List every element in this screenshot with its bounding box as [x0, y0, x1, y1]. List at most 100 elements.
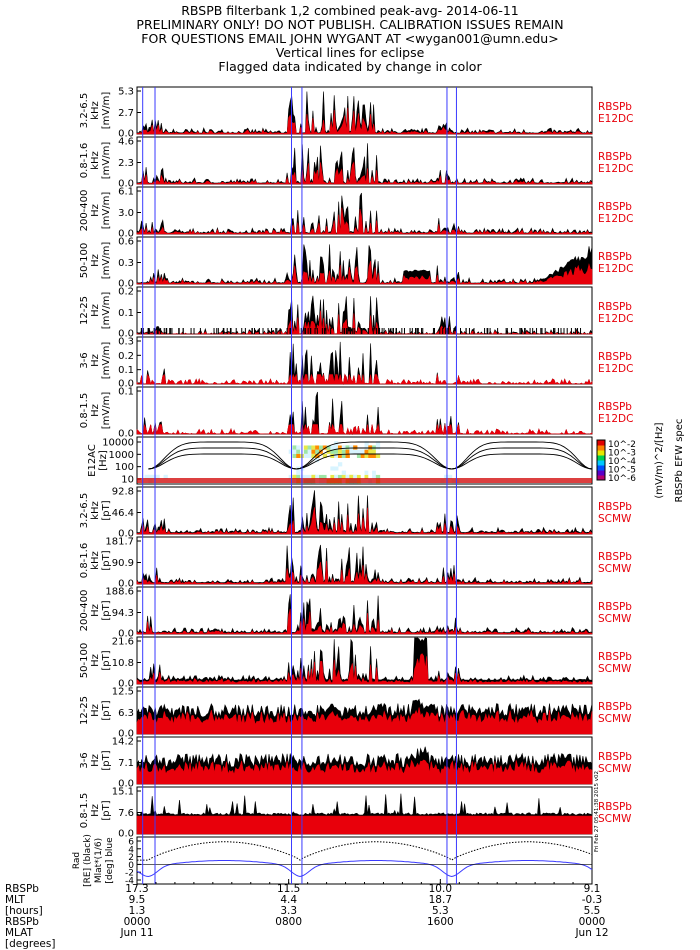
y-tick-label: 0.0: [118, 679, 134, 690]
spec-cell: [360, 453, 365, 458]
spec-cell: [292, 453, 297, 458]
spec-cell: [296, 445, 301, 450]
orbit-row-label: MLT: [5, 894, 25, 906]
instrument-label: SCMW: [598, 713, 632, 725]
instrument-label: SCMW: [598, 613, 632, 625]
spec-cell: [319, 470, 324, 475]
spec-cell: [440, 474, 445, 479]
y-axis-label: 0.8-1.5: [79, 793, 90, 828]
spec-cell: [368, 453, 373, 458]
cyclotron-curve: [148, 447, 297, 470]
instrument-label: RBSPb EFW spec: [674, 419, 685, 503]
spec-cell: [296, 453, 301, 458]
spec-cell: [319, 445, 324, 450]
y-axis-label: Hz: [90, 654, 101, 667]
y-axis-label: kHz: [90, 151, 101, 170]
y-axis-label: [mV/m]: [101, 192, 112, 230]
series-peak: [136, 295, 593, 335]
panel-frame: [136, 336, 593, 385]
spec-cell: [356, 449, 362, 454]
y-tick-label: 0.0: [118, 229, 134, 240]
spec-cell: [375, 466, 381, 471]
y-axis-label: 0.8-1.6: [79, 143, 90, 178]
y-axis-label: [mV/m]: [101, 342, 112, 380]
spec-cell: [345, 474, 350, 479]
spec-cell: [288, 470, 293, 475]
y-axis-label: [mV/m]: [101, 142, 112, 180]
y-tick-label: 0.3: [118, 337, 134, 348]
spec-cell: [349, 474, 354, 479]
spec-cell: [375, 441, 381, 446]
spec-cell: [307, 470, 312, 475]
instrument-label: E12DC: [598, 213, 633, 225]
colorbar-segment: [597, 470, 605, 476]
mlat-curve: [136, 860, 593, 878]
orbit-value: -0.3: [582, 894, 603, 906]
y-tick-label: 4: [128, 845, 134, 855]
instrument-label: RBSPb: [598, 201, 632, 213]
series-peak: [136, 91, 593, 135]
spec-cell: [322, 474, 328, 479]
orbit-value: 9.1: [584, 883, 601, 895]
cyclotron-curve: [148, 453, 297, 470]
spec-cell: [444, 474, 449, 479]
spec-cell: [326, 466, 331, 471]
y-tick-label: 7.1: [118, 758, 134, 769]
spec-cell: [455, 474, 460, 479]
instrument-label: RBSPb: [598, 601, 632, 613]
spec-cell: [159, 474, 165, 479]
spec-cell: [307, 474, 312, 479]
spec-cell: [345, 449, 350, 454]
spec-cell: [337, 449, 343, 454]
orbit-value: 10.0: [429, 883, 452, 895]
title-line-2: PRELIMINARY ONLY! DO NOT PUBLISH. CALIBR…: [136, 17, 564, 32]
y-axis-label: Mlat*(1/6): [94, 838, 104, 883]
series-avg: [136, 260, 593, 285]
panel-15: [136, 836, 593, 885]
y-axis-label: 12-25: [79, 296, 90, 325]
spec-cell: [349, 449, 354, 454]
y-tick-label: 15.1: [112, 787, 134, 798]
spec-cell: [356, 441, 362, 446]
colorbar-segment: [597, 440, 605, 446]
y-tick-label: 7.6: [118, 808, 134, 819]
spec-cell: [375, 453, 381, 458]
y-axis-label: Hz: [90, 604, 101, 617]
y-tick-label: 90.9: [112, 558, 134, 569]
series-avg: [136, 653, 593, 685]
panel-3: [136, 236, 593, 285]
spec-cell: [322, 470, 328, 475]
spec-cell: [311, 462, 316, 467]
panel-1: [136, 136, 593, 185]
spec-cell: [296, 458, 301, 463]
y-tick-label: 0.1: [118, 365, 134, 376]
instrument-label: RBSPb: [598, 251, 632, 263]
spec-cell: [372, 466, 377, 471]
panel-frame: [136, 236, 593, 285]
spec-cell: [315, 474, 320, 479]
spec-cell: [315, 445, 320, 450]
y-axis-label: 3-6: [79, 352, 90, 368]
spec-cell: [315, 449, 320, 454]
y-axis-label: 3-6: [79, 752, 90, 768]
spec-cell: [447, 474, 453, 479]
orbit-row-label: RBSPb: [5, 916, 39, 928]
y-tick-label: 0.0: [118, 529, 134, 540]
spec-cell: [341, 470, 347, 475]
y-axis-label: 3.2-6.5: [79, 493, 90, 528]
y-axis-label: 0.8-1.6: [79, 543, 90, 578]
spec-band: [137, 478, 592, 483]
spec-cell: [368, 474, 373, 479]
spec-cell: [368, 470, 373, 475]
orbit-value: 0800: [275, 916, 302, 928]
spec-cell: [326, 470, 331, 475]
series-peak: [136, 143, 593, 185]
orbit-value: 1600: [427, 916, 454, 928]
colorbar-segment: [597, 455, 605, 461]
spec-cell: [406, 453, 411, 458]
spec-cell: [356, 458, 362, 463]
spec-cell: [360, 458, 365, 463]
instrument-label: E12DC: [598, 413, 633, 425]
spec-cell: [326, 474, 331, 479]
y-tick-label: -4: [125, 877, 134, 887]
